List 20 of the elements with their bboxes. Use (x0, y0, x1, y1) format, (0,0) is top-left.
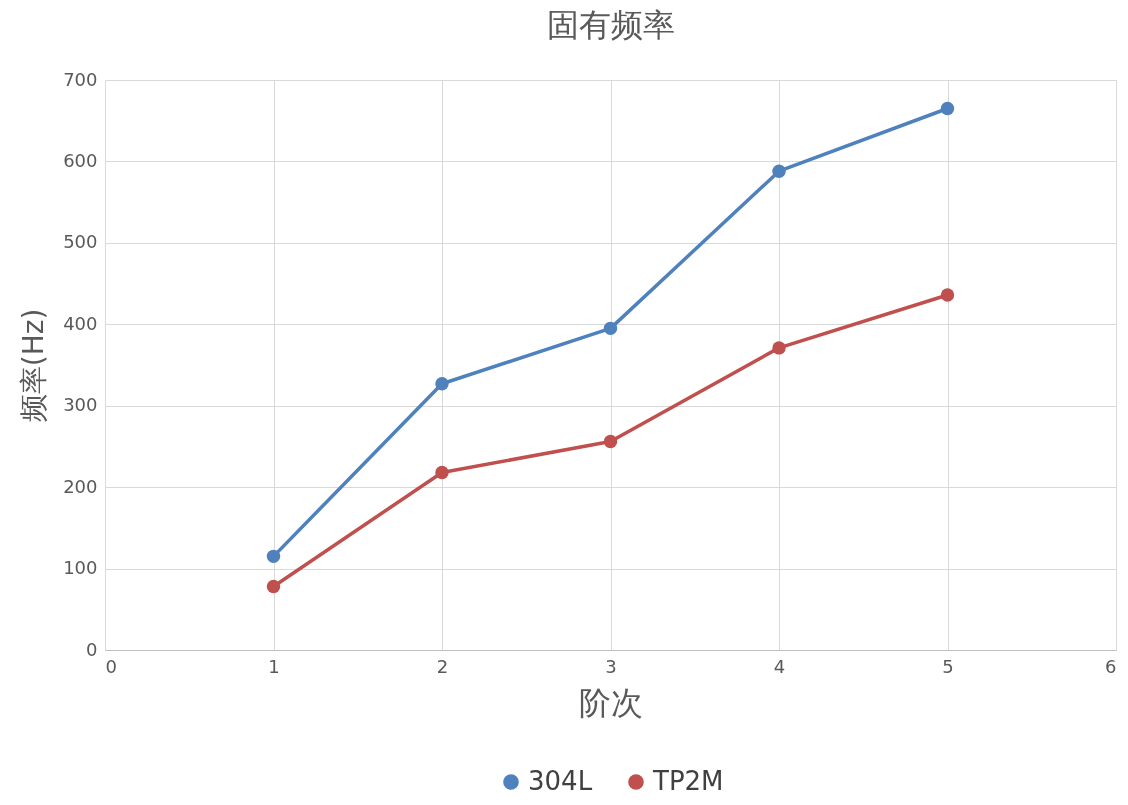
x-axis-title: 阶次 (579, 683, 643, 722)
y-tick-label: 0 (86, 638, 98, 660)
y-tick-label: 400 (63, 312, 98, 334)
y-axis-title: 频率(Hz) (17, 308, 51, 423)
y-tick-label: 300 (63, 394, 98, 416)
x-tick-label: 3 (605, 655, 617, 677)
legend-label: TP2M (652, 766, 724, 796)
x-tick-label: 1 (268, 655, 280, 677)
x-tick-label: 2 (436, 655, 449, 677)
x-tick-label: 6 (1105, 655, 1117, 677)
y-tick-label: 500 (63, 231, 98, 253)
chart-title: 固有频率 (546, 6, 675, 44)
legend-label: 304L (528, 766, 593, 796)
y-tick-label: 600 (63, 149, 98, 171)
x-tick-label: 4 (773, 655, 786, 677)
y-tick-label: 700 (63, 68, 98, 90)
y-tick-label: 100 (63, 557, 98, 579)
x-tick-label: 5 (942, 655, 954, 677)
y-tick-label: 200 (63, 475, 98, 497)
x-tick-label: 0 (105, 655, 117, 677)
